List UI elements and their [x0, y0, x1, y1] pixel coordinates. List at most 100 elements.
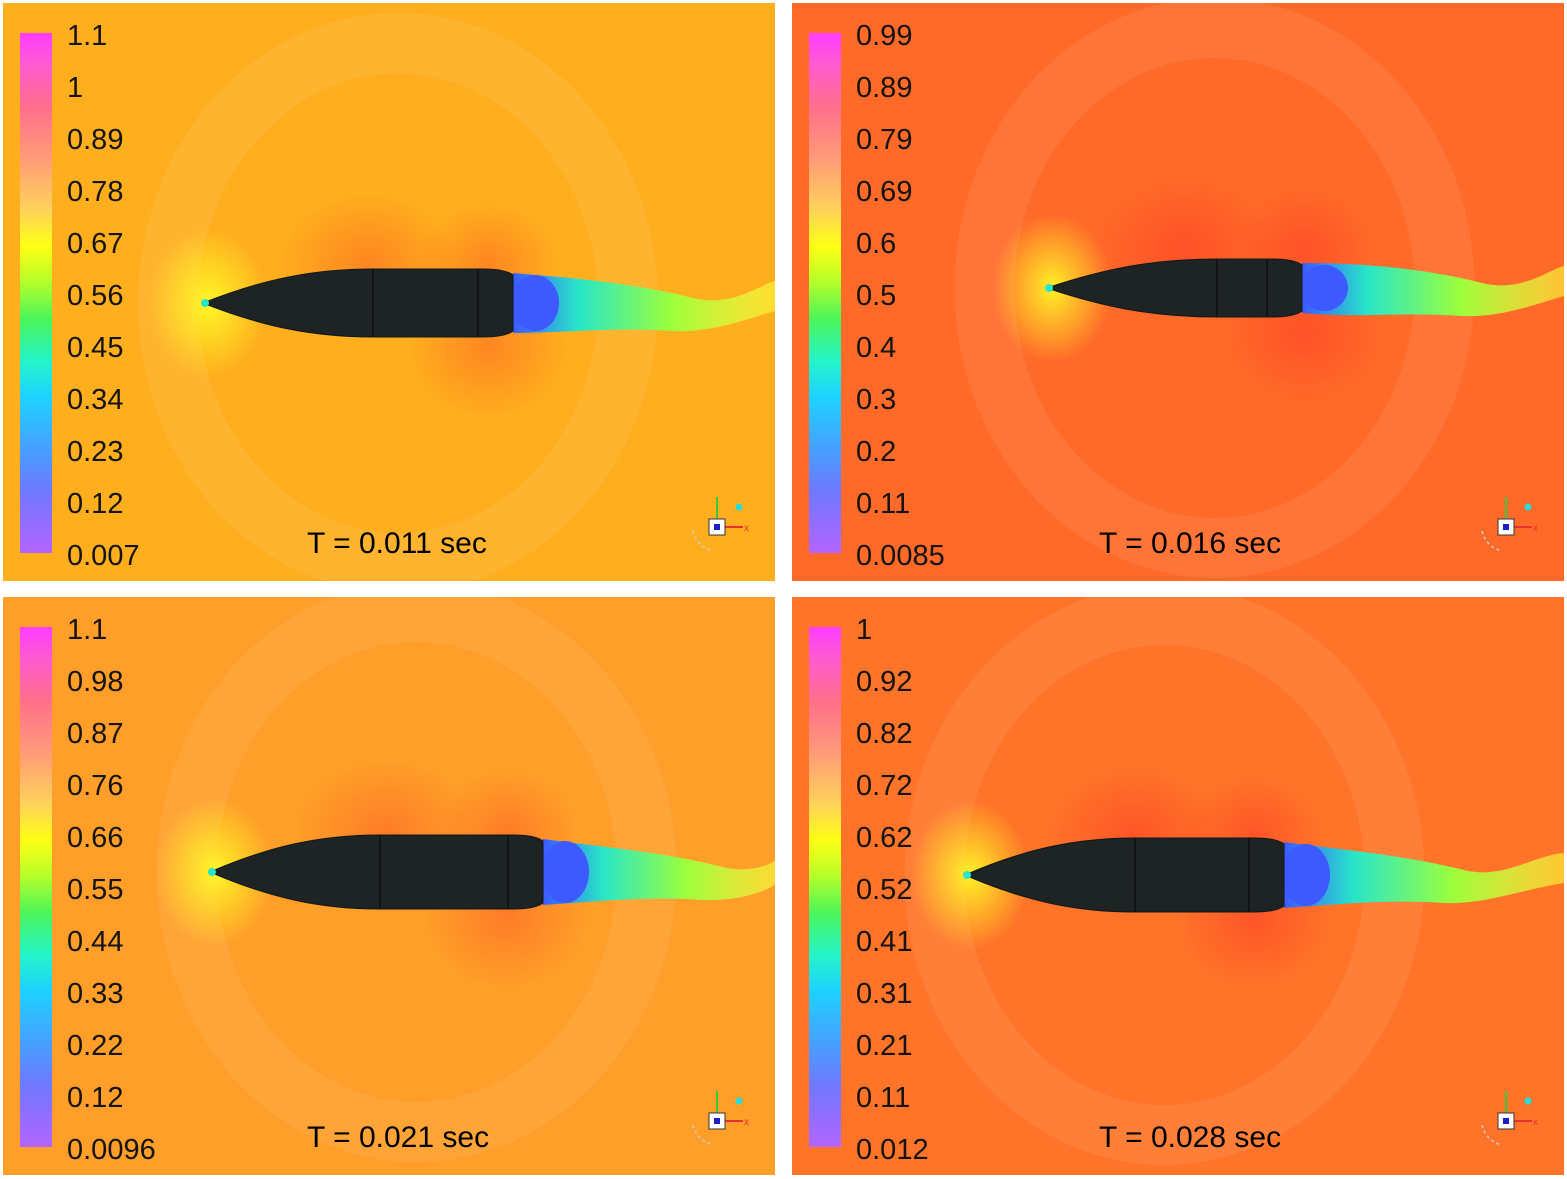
colorbar-tick: 1.1 [67, 20, 108, 52]
colorbar [20, 33, 52, 553]
colorbar-tick: 0.23 [67, 436, 124, 468]
colorbar-tick: 0.2 [856, 436, 897, 468]
colorbar-tick: 0.89 [856, 72, 913, 104]
time-label: T = 0.016 sec [1099, 527, 1282, 560]
colorbar-tick: 0.66 [67, 822, 124, 854]
colorbar-tick: 0.0096 [67, 1134, 156, 1166]
colorbar-tick: 0.4 [856, 332, 897, 364]
triad-rotation-arc [692, 530, 714, 552]
wake-region [513, 273, 775, 333]
z-axis-dot [1524, 1097, 1532, 1105]
triad-rotation-arc [1481, 530, 1503, 552]
colorbar-tick: 0.87 [67, 718, 124, 750]
colorbar [809, 33, 841, 553]
colorbar-tick: 0.012 [856, 1134, 929, 1166]
triad-origin-core [1503, 1118, 1509, 1124]
colorbar-tick: 0.45 [67, 332, 124, 364]
contour-panel-2: 0.99 0.89 0.79 0.69 0.6 0.5 0.4 0.3 0.2 … [792, 3, 1564, 581]
colorbar-tick: 0.99 [856, 20, 913, 52]
colorbar-tick: 0.98 [67, 666, 124, 698]
time-label: T = 0.021 sec [307, 1121, 490, 1154]
colorbar-ticks: 1.1 0.98 0.87 0.76 0.66 0.55 0.44 0.33 0… [67, 613, 187, 1166]
colorbar-tick: 0.41 [856, 926, 913, 958]
colorbar-tick: 0.76 [67, 770, 124, 802]
colorbar-tick: 0.89 [67, 124, 124, 156]
triad-origin-core [714, 1118, 720, 1124]
colorbar-tick: 0.3 [856, 384, 897, 416]
colorbar-ticks: 0.99 0.89 0.79 0.69 0.6 0.5 0.4 0.3 0.2 … [856, 19, 976, 572]
z-axis-dot [735, 1097, 743, 1105]
contour-field [792, 3, 1564, 581]
x-axis-letter: x [744, 523, 749, 534]
nose-tip [201, 299, 209, 307]
wake-core [1300, 265, 1348, 311]
triad-origin-core [1503, 524, 1509, 530]
z-axis-dot [1524, 503, 1532, 511]
colorbar-tick: 0.11 [856, 1082, 911, 1114]
triad-rotation-arc [1481, 1124, 1503, 1146]
triad-rotation-arc [692, 1124, 714, 1146]
projectile-body [1045, 258, 1303, 318]
colorbar-tick: 0.31 [856, 978, 913, 1010]
contour-panel-1: 1.1 1 0.89 0.78 0.67 0.56 0.45 0.34 0.23… [3, 3, 775, 581]
colorbar [809, 627, 841, 1147]
triad-origin-core [714, 524, 720, 530]
time-label: T = 0.028 sec [1099, 1121, 1282, 1154]
x-axis-letter: x [1533, 1117, 1538, 1128]
colorbar-tick: 0.22 [67, 1030, 124, 1062]
coordinate-triad-icon: x [1481, 497, 1538, 552]
colorbar-tick: 0.78 [67, 176, 124, 208]
colorbar-tick: 0.67 [67, 228, 124, 260]
colorbar-tick: 0.82 [856, 718, 913, 750]
coordinate-triad-icon: x [692, 497, 749, 552]
wake-core [511, 275, 559, 331]
colorbar-tick: 0.6 [856, 228, 897, 260]
colorbar-tick: 0.33 [67, 978, 124, 1010]
wake-region [1302, 263, 1564, 317]
colorbar-tick: 0.52 [856, 874, 913, 906]
colorbar-tick: 0.12 [67, 1082, 124, 1114]
colorbar-tick: 0.5 [856, 280, 897, 312]
colorbar-tick: 0.44 [67, 926, 124, 958]
contour-panel-4: 1 0.92 0.82 0.72 0.62 0.52 0.41 0.31 0.2… [792, 597, 1564, 1175]
colorbar-tick: 0.92 [856, 666, 913, 698]
colorbar-tick: 0.62 [856, 822, 913, 854]
wake-region [543, 839, 775, 905]
wake-region [1284, 842, 1564, 908]
nose-tip [963, 871, 971, 879]
colorbar-tick: 0.21 [856, 1030, 913, 1062]
colorbar-tick: 0.55 [67, 874, 124, 906]
nose-tip [208, 868, 216, 876]
projectile-body [208, 834, 544, 910]
colorbar-tick: 0.79 [856, 124, 913, 156]
x-axis-letter: x [744, 1117, 749, 1128]
colorbar-ticks: 1.1 1 0.89 0.78 0.67 0.56 0.45 0.34 0.23… [67, 19, 187, 572]
colorbar-tick: 0.56 [67, 280, 124, 312]
contour-field [3, 3, 775, 581]
contour-field [792, 597, 1564, 1175]
colorbar [20, 627, 52, 1147]
colorbar-tick: 0.11 [856, 488, 911, 520]
nose-tip [1045, 284, 1053, 292]
colorbar-tick: 1.1 [67, 614, 108, 646]
x-axis-letter: x [1533, 523, 1538, 534]
colorbar-tick: 0.34 [67, 384, 124, 416]
contour-panel-3: 1.1 0.98 0.87 0.76 0.66 0.55 0.44 0.33 0… [3, 597, 775, 1175]
wake-core [1282, 844, 1330, 906]
z-axis-dot [735, 503, 743, 511]
projectile-body [201, 268, 514, 338]
colorbar-tick: 1 [67, 72, 84, 104]
colorbar-tick: 0.72 [856, 770, 913, 802]
colorbar-tick: 0.12 [67, 488, 124, 520]
time-label: T = 0.011 sec [307, 527, 487, 560]
colorbar-ticks: 1 0.92 0.82 0.72 0.62 0.52 0.41 0.31 0.2… [856, 613, 976, 1166]
projectile-body [963, 837, 1285, 913]
contour-field [3, 597, 775, 1175]
colorbar-tick: 0.007 [67, 540, 140, 572]
coordinate-triad-icon: x [692, 1091, 749, 1146]
colorbar-tick: 1 [856, 614, 873, 646]
wake-core [541, 841, 589, 903]
coordinate-triad-icon: x [1481, 1091, 1538, 1146]
colorbar-tick: 0.69 [856, 176, 913, 208]
colorbar-tick: 0.0085 [856, 540, 945, 572]
